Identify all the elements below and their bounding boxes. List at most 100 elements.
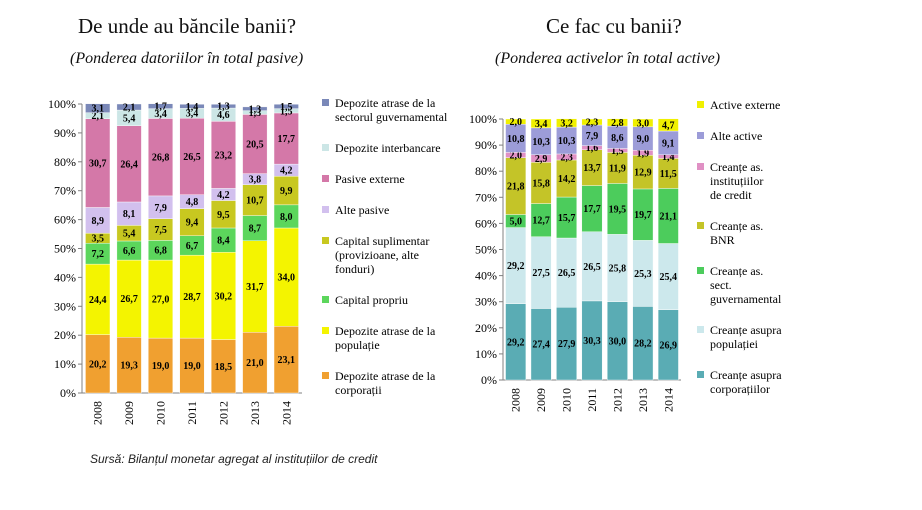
legend-label: Depozite atrase de la bbox=[335, 369, 436, 383]
bar-segment bbox=[273, 326, 299, 394]
data-label: 27,5 bbox=[532, 268, 550, 279]
legend-label: Capital suplimentar bbox=[335, 234, 429, 248]
data-label: 1,7 bbox=[154, 102, 167, 113]
legend-label: populației bbox=[710, 337, 759, 351]
data-label: 10,3 bbox=[558, 136, 576, 147]
data-label: 2,0 bbox=[509, 117, 522, 128]
data-label: 25,4 bbox=[660, 272, 678, 283]
data-label: 3,4 bbox=[186, 109, 199, 120]
y-tick-label: 80% bbox=[475, 164, 497, 178]
x-tick-label: 2014 bbox=[661, 388, 675, 412]
data-label: 8,0 bbox=[280, 212, 293, 223]
data-label: 18,5 bbox=[215, 362, 233, 373]
data-label: 2,1 bbox=[123, 103, 136, 114]
legend-label: (provizioane, alte bbox=[335, 248, 419, 262]
data-label: 15,8 bbox=[532, 178, 550, 189]
legend-swatch bbox=[697, 101, 704, 108]
data-label: 17,7 bbox=[583, 204, 601, 215]
legend-label: Alte pasive bbox=[335, 203, 389, 217]
legend-swatch bbox=[322, 99, 329, 106]
data-label: 1,9 bbox=[637, 148, 650, 159]
data-label: 13,7 bbox=[583, 163, 601, 174]
data-label: 26,5 bbox=[583, 262, 601, 273]
x-tick-label: 2009 bbox=[534, 388, 548, 412]
y-tick-label: 100% bbox=[469, 112, 497, 126]
bar-segment bbox=[632, 118, 654, 128]
data-label: 17,7 bbox=[278, 134, 296, 145]
data-label: 5,0 bbox=[509, 217, 522, 228]
data-label: 25,8 bbox=[609, 264, 627, 275]
x-tick-label: 2008 bbox=[509, 388, 523, 412]
data-label: 12,7 bbox=[532, 216, 550, 227]
data-label: 8,4 bbox=[217, 236, 230, 247]
x-tick-label: 2011 bbox=[185, 401, 199, 425]
bar-segment bbox=[556, 118, 577, 128]
data-label: 28,2 bbox=[634, 339, 652, 350]
data-label: 1,3 bbox=[249, 104, 262, 115]
x-tick-label: 2013 bbox=[248, 401, 262, 425]
data-label: 8,9 bbox=[91, 216, 104, 227]
legend-swatch bbox=[697, 222, 704, 229]
data-label: 23,2 bbox=[215, 150, 233, 161]
bar-segment bbox=[607, 118, 628, 127]
bar-segment bbox=[179, 337, 205, 394]
right-chart-title: Ce fac cu banii? bbox=[546, 14, 682, 38]
bar-segment bbox=[210, 104, 236, 109]
data-label: 2,0 bbox=[509, 151, 522, 162]
y-tick-label: 10% bbox=[475, 347, 497, 361]
bar-segment bbox=[273, 227, 299, 327]
legend-label: Depozite atrase de la bbox=[335, 96, 436, 110]
y-tick-label: 90% bbox=[475, 138, 497, 152]
data-label: 27,4 bbox=[532, 340, 550, 351]
bar-segment bbox=[210, 200, 236, 229]
data-label: 26,5 bbox=[183, 152, 201, 163]
bar-segment bbox=[505, 118, 527, 125]
data-label: 15,7 bbox=[558, 213, 576, 224]
y-tick-label: 50% bbox=[475, 243, 497, 257]
bar-segment bbox=[210, 227, 236, 253]
data-label: 7,9 bbox=[586, 131, 599, 142]
x-tick-label: 2011 bbox=[585, 388, 599, 412]
y-tick-label: 0% bbox=[481, 373, 497, 387]
bar-segment bbox=[273, 176, 299, 206]
data-label: 26,4 bbox=[120, 159, 138, 170]
legend-label: Creanțe as. bbox=[710, 264, 763, 278]
bar-segment bbox=[85, 103, 111, 113]
legend-label: corporații bbox=[335, 383, 382, 397]
bar-segment bbox=[581, 118, 603, 126]
y-tick-label: 10% bbox=[54, 357, 76, 371]
data-label: 1,5 bbox=[280, 102, 293, 113]
data-label: 1,5 bbox=[280, 106, 293, 117]
data-label: 10,7 bbox=[246, 196, 264, 207]
legend-label: BNR bbox=[710, 233, 735, 247]
data-label: 31,7 bbox=[246, 282, 264, 293]
y-tick-label: 30% bbox=[475, 295, 497, 309]
data-label: 5,4 bbox=[123, 229, 136, 240]
data-label: 3,0 bbox=[637, 118, 650, 129]
data-label: 21,8 bbox=[507, 182, 525, 193]
data-label: 7,5 bbox=[154, 225, 167, 236]
data-label: 25,3 bbox=[634, 269, 652, 280]
legend-label: guvernamental bbox=[710, 292, 782, 306]
data-label: 2,9 bbox=[535, 154, 548, 165]
data-label: 2,8 bbox=[611, 118, 624, 129]
data-label: 3,1 bbox=[91, 104, 104, 115]
bar-segment bbox=[85, 118, 111, 208]
data-label: 29,2 bbox=[507, 261, 525, 272]
x-tick-label: 2010 bbox=[560, 388, 574, 412]
legend-label: Depozite interbancare bbox=[335, 141, 441, 155]
y-tick-label: 40% bbox=[475, 269, 497, 283]
data-label: 3,5 bbox=[91, 234, 104, 245]
legend-label: populație bbox=[335, 338, 380, 352]
legend-swatch bbox=[322, 296, 329, 303]
y-tick-label: 50% bbox=[54, 242, 76, 256]
bar-segment bbox=[116, 103, 142, 111]
x-tick-label: 2012 bbox=[610, 388, 624, 412]
data-label: 2,3 bbox=[560, 152, 573, 163]
data-label: 2,3 bbox=[586, 118, 599, 129]
legend-label: sect. bbox=[710, 278, 732, 292]
data-label: 1,3 bbox=[217, 102, 230, 113]
data-label: 19,0 bbox=[152, 361, 170, 372]
data-label: 27,0 bbox=[152, 295, 170, 306]
